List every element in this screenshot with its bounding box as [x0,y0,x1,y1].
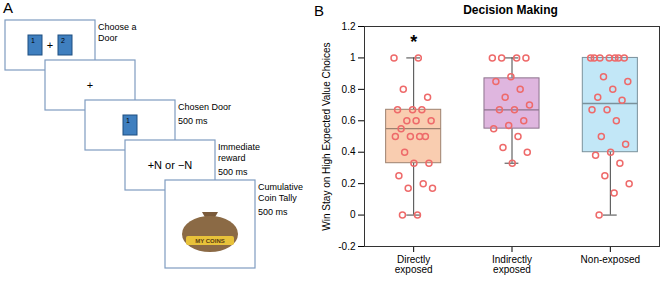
svg-text:Indirectlyexposed: Indirectlyexposed [492,254,532,275]
svg-text:Coin Tally: Coin Tally [258,193,297,203]
svg-text:0: 0 [350,209,356,220]
svg-text:Immediate: Immediate [218,142,260,152]
svg-text:1: 1 [126,117,130,124]
svg-text:Directlyexposed: Directlyexposed [395,254,433,275]
svg-text:+: + [87,79,93,91]
svg-text:Door: Door [98,33,118,43]
svg-text:1.2: 1.2 [342,21,356,32]
svg-text:A: A [3,0,13,16]
svg-text:reward: reward [218,153,246,163]
svg-text:0.4: 0.4 [342,146,356,157]
svg-text:MY COINS: MY COINS [195,238,225,244]
svg-text:Non-exposed: Non-exposed [581,254,640,265]
svg-text:Chosen Door: Chosen Door [178,102,231,112]
svg-text:+: + [47,39,53,51]
svg-text:1: 1 [31,37,35,44]
svg-text:+N or −N: +N or −N [148,159,193,171]
svg-text:0.2: 0.2 [342,178,356,189]
svg-text:-0.2: -0.2 [338,241,356,252]
svg-text:500 ms: 500 ms [258,207,288,217]
html-text:Decision Making: Decision Making [463,3,558,17]
svg-text:0.8: 0.8 [342,84,356,95]
svg-text:*: * [410,32,417,52]
svg-text:Win Stay on High Expected Valu: Win Stay on High Expected Value Choices [321,42,332,230]
svg-text:2: 2 [61,37,65,44]
svg-text:0.6: 0.6 [342,115,356,126]
svg-text:Choose a: Choose a [98,22,137,32]
svg-text:1: 1 [350,52,356,63]
svg-text:500 ms: 500 ms [218,167,248,177]
html-text:B: B [314,2,324,19]
svg-text:Cumulative: Cumulative [258,182,303,192]
svg-text:500 ms: 500 ms [178,116,208,126]
